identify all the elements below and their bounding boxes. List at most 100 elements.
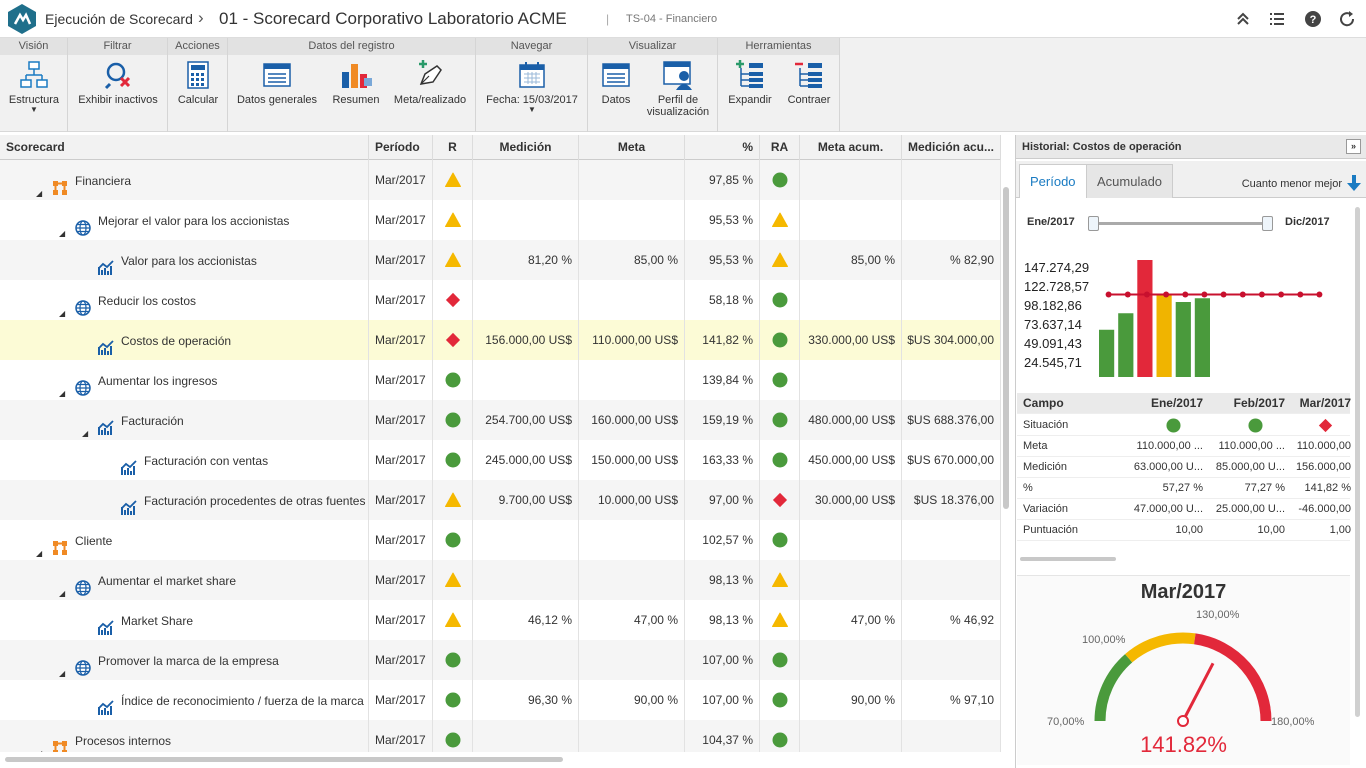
range-end-handle[interactable] — [1262, 216, 1273, 231]
perfil-visualizacion-button[interactable]: Perfil de visualización — [646, 60, 710, 118]
datos-button[interactable]: Datos — [594, 60, 638, 106]
table-row[interactable]: Índice de reconocimiento / fuerza de la … — [0, 680, 1001, 720]
table-row[interactable]: ◢ Reducir los costos Mar/2017 58,18 % — [0, 280, 1001, 320]
tree-toggle-icon[interactable]: ◢ — [59, 589, 66, 598]
table-row[interactable]: Valor para los accionistas Mar/2017 81,20 … — [0, 240, 1001, 280]
refresh-icon[interactable] — [1338, 10, 1356, 28]
percent-cell: 95,53 % — [685, 240, 760, 280]
table-row[interactable]: ◢ Mejorar el valor para los accionistas Ma… — [0, 200, 1001, 240]
period-range-slider[interactable] — [1093, 222, 1271, 225]
tree-toggle-icon[interactable]: ◢ — [59, 309, 66, 318]
col-medicion-acum[interactable]: Medición acu... — [902, 135, 1001, 160]
meta-acum-cell: 480.000,00 US$ — [800, 400, 902, 440]
col-periodo[interactable]: Período — [369, 135, 433, 160]
table-row[interactable]: Facturación con ventas Mar/2017 245.000,00… — [0, 440, 1001, 480]
datos-generales-button[interactable]: Datos generales — [234, 60, 320, 106]
expandir-button[interactable]: Expandir — [724, 60, 776, 106]
grid-horizontal-scrollbar[interactable] — [5, 757, 563, 762]
calcular-button[interactable]: Calcular — [172, 60, 224, 106]
meta-point[interactable] — [1220, 291, 1227, 298]
help-icon[interactable]: ? — [1304, 10, 1322, 28]
scorecard-cell[interactable]: ◢ Procesos internos — [0, 720, 369, 752]
resumen-button[interactable]: Resumen — [328, 60, 384, 106]
collapse-panel-button[interactable]: » — [1346, 139, 1361, 154]
fecha-label: Fecha: 15/03/2017 — [486, 94, 578, 106]
collapse-up-icon[interactable] — [1234, 10, 1252, 28]
table-row[interactable]: ◢ Financiera Mar/2017 97,85 % — [0, 160, 1001, 200]
meta-realizado-button[interactable]: Meta/realizado — [388, 60, 472, 106]
tree-toggle-icon[interactable]: ◢ — [59, 229, 66, 238]
table-row[interactable]: ◢ Procesos internos Mar/2017 104,37 % — [0, 720, 1001, 752]
chart-bar[interactable] — [1099, 329, 1115, 377]
tree-toggle-icon[interactable]: ◢ — [36, 189, 43, 198]
scorecard-cell[interactable]: Valor para los accionistas — [0, 240, 369, 280]
tab-periodo[interactable]: Período — [1019, 164, 1087, 198]
col-meta[interactable]: Meta — [579, 135, 685, 160]
scorecard-item-label: Costos de operación — [121, 334, 232, 348]
tree-toggle-icon[interactable]: ◢ — [82, 429, 89, 438]
col-pct[interactable]: % — [685, 135, 760, 160]
meta-point[interactable] — [1105, 291, 1112, 298]
scorecard-cell[interactable]: Facturación procedentes de otras fuentes — [0, 480, 369, 520]
meta-acum-cell — [800, 200, 902, 240]
table-row[interactable]: Facturación procedentes de otras fuentes… — [0, 480, 1001, 520]
scorecard-cell[interactable]: Costos de operación — [0, 320, 369, 360]
meta-point[interactable] — [1143, 291, 1150, 298]
tree-toggle-icon[interactable]: ◢ — [59, 669, 66, 678]
scorecard-cell[interactable]: Market Share — [0, 600, 369, 640]
scorecard-cell[interactable]: ◢ Cliente — [0, 520, 369, 560]
ok-status-icon — [772, 172, 788, 188]
contraer-button[interactable]: Contraer — [782, 60, 836, 106]
scorecard-cell[interactable]: ◢ Aumentar el market share — [0, 560, 369, 600]
field-value: 10,00 — [1257, 524, 1285, 536]
chart-bar[interactable] — [1137, 260, 1153, 377]
table-row[interactable]: ◢ Facturación Mar/2017 254.700,00 US$ 160.00… — [0, 400, 1001, 440]
scorecard-cell[interactable]: ◢ Financiera — [0, 160, 369, 200]
col-medicion[interactable]: Medición — [473, 135, 579, 160]
chart-bar[interactable] — [1175, 302, 1191, 377]
meta-point[interactable] — [1258, 291, 1265, 298]
meta-point[interactable] — [1297, 291, 1304, 298]
table-horizontal-scrollbar[interactable] — [1020, 557, 1116, 561]
meta-point[interactable] — [1182, 291, 1189, 298]
estructura-button[interactable]: Estructura ▼ — [4, 60, 64, 114]
meta-point[interactable] — [1124, 291, 1131, 298]
table-row[interactable]: Costos de operación Mar/2017 156.000,00 US… — [0, 320, 1001, 360]
list-menu-icon[interactable] — [1268, 10, 1286, 28]
meta-point[interactable] — [1278, 291, 1285, 298]
table-row[interactable]: Market Share Mar/2017 46,12 % 47,00 % 98,13 … — [0, 600, 1001, 640]
meta-point[interactable] — [1239, 291, 1246, 298]
meta-point[interactable] — [1316, 291, 1323, 298]
scorecard-cell[interactable]: ◢ Facturación — [0, 400, 369, 440]
table-row[interactable]: ◢ Promover la marca de la empresa Mar/2017… — [0, 640, 1001, 680]
tree-toggle-icon[interactable]: ◢ — [36, 734, 42, 752]
exhibir-inactivos-button[interactable]: Exhibir inactivos — [74, 60, 162, 106]
grid-header: Scorecard Período R Medición Meta % RA M… — [0, 135, 1001, 160]
range-start-handle[interactable] — [1088, 216, 1099, 231]
chart-bar[interactable] — [1156, 294, 1172, 378]
scorecard-item-label: Facturación procedentes de otras fuentes — [144, 494, 366, 508]
chart-bar[interactable] — [1118, 313, 1134, 377]
scorecard-cell[interactable]: ◢ Promover la marca de la empresa — [0, 640, 369, 680]
meta-point[interactable] — [1201, 291, 1208, 298]
scorecard-cell[interactable]: Índice de reconocimiento / fuerza de la … — [0, 680, 369, 720]
scorecard-cell[interactable]: ◢ Aumentar los ingresos — [0, 360, 369, 400]
col-ra[interactable]: RA — [760, 135, 800, 160]
scorecard-cell[interactable]: ◢ Mejorar el valor para los accionistas — [0, 200, 369, 240]
fecha-button[interactable]: Fecha: 15/03/2017 ▼ — [482, 60, 582, 114]
meta-point[interactable] — [1163, 291, 1170, 298]
scorecard-cell[interactable]: ◢ Reducir los costos — [0, 280, 369, 320]
tree-toggle-icon[interactable]: ◢ — [59, 389, 66, 398]
col-meta-acum[interactable]: Meta acum. — [800, 135, 902, 160]
tab-acumulado[interactable]: Acumulado — [1086, 164, 1174, 198]
chart-bar[interactable] — [1194, 298, 1210, 377]
table-row[interactable]: ◢ Cliente Mar/2017 102,57 % — [0, 520, 1001, 560]
scorecard-cell[interactable]: Facturación con ventas — [0, 440, 369, 480]
table-row[interactable]: ◢ Aumentar el market share Mar/2017 98,13 % — [0, 560, 1001, 600]
panel-vertical-scrollbar[interactable] — [1355, 207, 1360, 717]
grid-vertical-scrollbar[interactable] — [1003, 187, 1009, 509]
tree-toggle-icon[interactable]: ◢ — [36, 549, 43, 558]
col-scorecard[interactable]: Scorecard — [0, 135, 369, 160]
col-r[interactable]: R — [433, 135, 473, 160]
table-row[interactable]: ◢ Aumentar los ingresos Mar/2017 139,84 % — [0, 360, 1001, 400]
